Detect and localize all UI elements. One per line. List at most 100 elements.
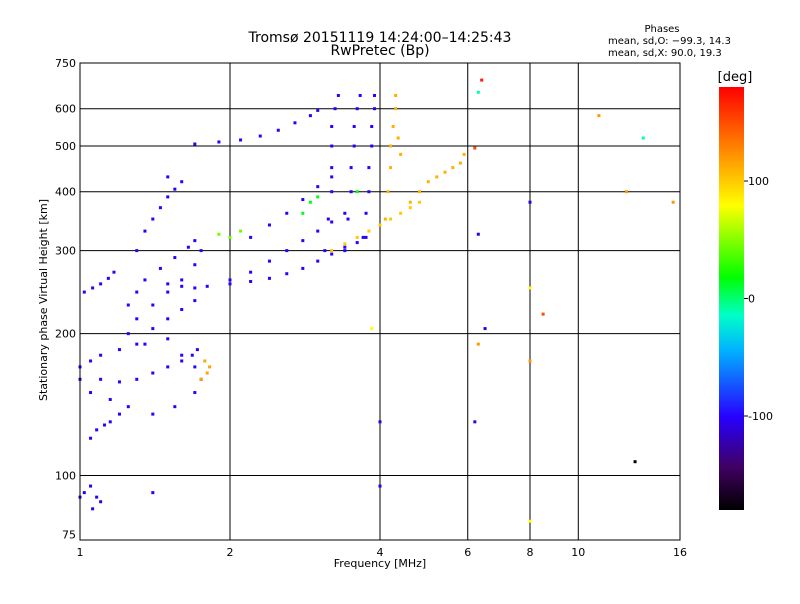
echo-point xyxy=(367,166,371,170)
echo-point xyxy=(330,190,334,194)
echo-point xyxy=(173,256,177,260)
echo-point xyxy=(166,290,170,294)
echo-point xyxy=(435,175,439,179)
echo-point xyxy=(316,108,320,112)
echo-point xyxy=(301,266,305,270)
echo-point xyxy=(166,195,170,199)
echo-point xyxy=(193,299,197,303)
y-axis-ticks: 75 100 200 300 400 500 600 750 xyxy=(55,57,76,541)
echo-point xyxy=(355,190,359,194)
echo-point xyxy=(386,190,390,194)
echo-point xyxy=(91,507,95,511)
echo-point xyxy=(301,239,305,243)
echo-point xyxy=(95,495,99,499)
echo-point xyxy=(143,229,147,233)
echo-point xyxy=(641,136,645,140)
echo-point xyxy=(199,377,203,381)
echo-point xyxy=(346,217,350,221)
x-tick-label: 16 xyxy=(673,546,687,559)
echo-point xyxy=(476,342,480,346)
echo-point xyxy=(343,245,347,249)
echo-point xyxy=(417,200,421,204)
echo-point xyxy=(343,242,347,246)
echo-point xyxy=(378,484,382,488)
echo-point xyxy=(126,405,130,409)
echo-point xyxy=(343,211,347,215)
data-points xyxy=(78,78,675,523)
echo-point xyxy=(166,175,170,179)
echo-point xyxy=(193,391,197,395)
echo-point xyxy=(143,278,147,282)
echo-point xyxy=(370,144,374,148)
echo-point xyxy=(82,491,86,495)
echo-point xyxy=(193,239,197,243)
echo-point xyxy=(399,152,403,156)
grid-lines xyxy=(80,63,680,540)
echo-point xyxy=(180,353,184,357)
echo-point xyxy=(301,211,305,215)
echo-point xyxy=(99,353,103,357)
echo-point xyxy=(408,206,412,210)
echo-point xyxy=(89,359,93,363)
echo-point xyxy=(633,460,637,464)
echo-point xyxy=(316,259,320,263)
echo-point xyxy=(330,252,334,256)
y-tick-label: 75 xyxy=(62,528,76,541)
echo-point xyxy=(180,308,184,312)
echo-point xyxy=(158,206,162,210)
x-axis-ticks: 1 2 4 6 8 10 16 xyxy=(77,546,688,559)
echo-point xyxy=(193,365,197,369)
echo-point xyxy=(108,420,112,424)
echo-point xyxy=(135,290,139,294)
y-tick-label: 500 xyxy=(55,140,76,153)
echo-point xyxy=(180,180,184,184)
echo-point xyxy=(355,107,359,111)
echo-point xyxy=(367,229,371,233)
echo-point xyxy=(126,332,130,336)
colorbar-label: [deg] xyxy=(718,70,753,85)
echo-point xyxy=(330,166,334,170)
echo-point xyxy=(476,232,480,236)
echo-point xyxy=(106,276,110,280)
echo-point xyxy=(173,187,177,191)
echo-point xyxy=(166,337,170,341)
echo-point xyxy=(166,282,170,286)
echo-point xyxy=(89,484,93,488)
echo-point xyxy=(190,353,194,357)
echo-point xyxy=(326,217,330,221)
echo-point xyxy=(358,93,362,97)
echo-point xyxy=(528,286,532,290)
echo-point xyxy=(249,235,253,239)
x-tick-label: 10 xyxy=(571,546,585,559)
echo-point xyxy=(396,136,400,140)
echo-point xyxy=(228,282,232,286)
echo-point xyxy=(151,327,155,331)
echo-point xyxy=(82,290,86,294)
echo-point xyxy=(370,125,374,129)
x-tick-label: 1 xyxy=(77,546,84,559)
echo-point xyxy=(199,249,203,253)
echo-point xyxy=(166,317,170,321)
echo-point xyxy=(135,342,139,346)
echo-point xyxy=(258,134,262,138)
echo-point xyxy=(308,114,312,118)
echo-point xyxy=(308,200,312,204)
echo-point xyxy=(99,500,103,504)
echo-point xyxy=(625,190,629,194)
x-tick-label: 6 xyxy=(464,546,471,559)
echo-point xyxy=(528,200,532,204)
echo-point xyxy=(364,211,368,215)
echo-point xyxy=(316,229,320,233)
echo-point xyxy=(451,166,455,170)
echo-point xyxy=(383,217,387,221)
colorbar-tick-label: -100 xyxy=(748,410,773,423)
echo-point xyxy=(151,412,155,416)
x-tick-label: 8 xyxy=(527,546,534,559)
y-tick-label: 750 xyxy=(55,57,76,70)
echo-point xyxy=(352,144,356,148)
echo-point xyxy=(408,200,412,204)
echo-point xyxy=(389,166,393,170)
echo-point xyxy=(671,200,675,204)
echo-point xyxy=(355,241,359,245)
y-axis-label: Stationary phase Virtual Height [km] xyxy=(37,199,50,401)
